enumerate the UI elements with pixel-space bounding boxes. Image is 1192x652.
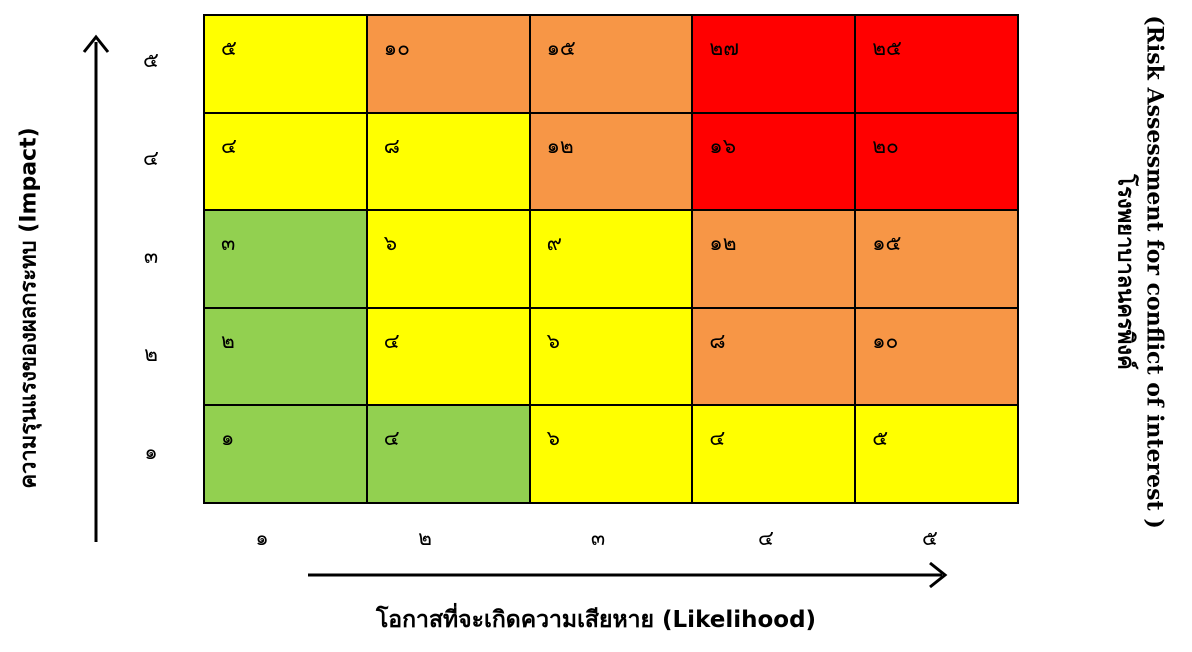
matrix-cell: ๑๖	[692, 112, 856, 211]
x-tick: ๔	[758, 526, 774, 550]
title-line-1: (Risk Assessment for conflict of interes…	[1141, 15, 1168, 529]
x-axis-arrowhead	[929, 561, 948, 589]
matrix-cell: ๒๕	[855, 15, 1018, 113]
matrix-cell: ๑๐	[855, 307, 1018, 406]
matrix-cell: ๔	[366, 307, 530, 406]
y-tick: ๓	[143, 244, 159, 268]
matrix-cell: ๑	[204, 405, 367, 503]
matrix-cell: ๘	[366, 112, 530, 211]
matrix-cell: ๒	[204, 307, 367, 406]
matrix-cell: ๕	[204, 15, 367, 113]
y-axis-label: ความรุนแรงของผลกระทบ (Impact)	[16, 127, 42, 489]
y-tick: ๒	[144, 342, 158, 366]
matrix-cell: ๑๕	[529, 15, 693, 113]
matrix-cell: ๓	[204, 210, 367, 308]
matrix-cell: ๒๐	[855, 112, 1018, 211]
matrix-cell: ๙	[529, 210, 693, 308]
x-tick: ๓	[590, 526, 606, 550]
matrix-cell: ๖	[529, 307, 693, 406]
y-axis-arrowhead	[82, 34, 110, 53]
matrix-cell: ๑๕	[855, 210, 1018, 308]
matrix-cell: ๖	[366, 210, 530, 308]
x-tick: ๑	[255, 526, 269, 550]
risk-matrix: ๕ ๑๐ ๑๕ ๒๗ ๒๕ ๔ ๘ ๑๒ ๑๖ ๒๐ ๓ ๖ ๙ ๑๒ ๑๕ ๒…	[203, 14, 1019, 504]
matrix-cell: ๑๒	[529, 112, 693, 211]
x-tick: ๕	[922, 526, 938, 550]
y-tick: ๕	[143, 48, 159, 72]
chart-title: (Risk Assessment for conflict of interes…	[1111, 15, 1168, 529]
x-axis-label: โอกาสที่จะเกิดความเสียหาย (Likelihood)	[375, 607, 817, 633]
matrix-cell: ๔	[204, 112, 367, 211]
matrix-cell: ๘	[692, 307, 856, 406]
title-line-2: โรงพยาบาลนครพิงค์	[1113, 174, 1139, 370]
matrix-cell: ๖	[529, 405, 693, 503]
matrix-cell: ๑๒	[692, 210, 856, 308]
matrix-cell: ๔	[366, 405, 530, 503]
matrix-cell: ๑๐	[366, 15, 530, 113]
y-tick: ๑	[144, 440, 158, 464]
matrix-cell: ๔	[692, 405, 856, 503]
matrix-cell: ๒๗	[692, 15, 856, 113]
x-tick: ๒	[418, 526, 432, 550]
matrix-cell: ๕	[855, 405, 1018, 503]
y-tick: ๔	[143, 146, 159, 170]
